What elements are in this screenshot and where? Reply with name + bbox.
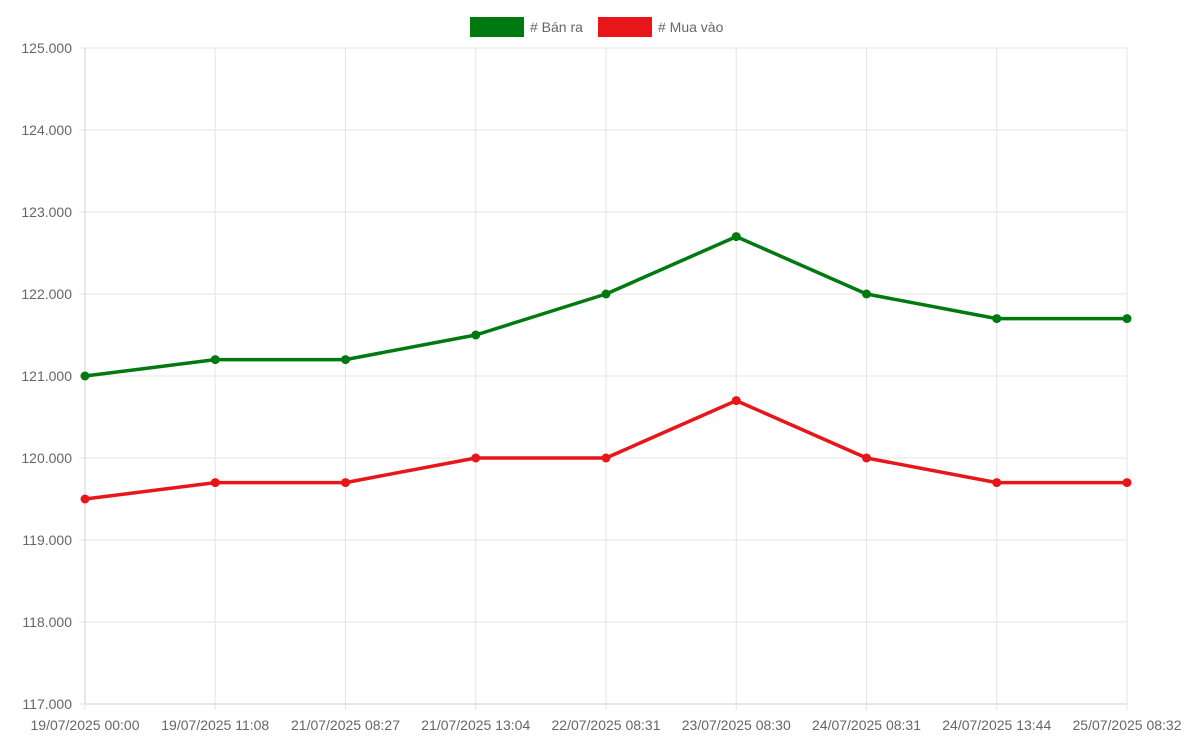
y-tick-label: 119.000 xyxy=(22,532,72,548)
data-point xyxy=(731,232,741,242)
data-point xyxy=(862,289,871,299)
data-point xyxy=(1122,478,1132,488)
y-tick-label: 124.000 xyxy=(21,122,72,138)
x-tick-label: 19/07/2025 11:08 xyxy=(161,717,269,733)
x-tick-label: 23/07/2025 08:30 xyxy=(682,717,791,733)
data-point xyxy=(80,494,90,504)
data-point xyxy=(601,453,611,463)
x-tick-label: 19/07/2025 00:00 xyxy=(31,717,140,733)
data-point xyxy=(80,371,90,381)
data-point xyxy=(1122,314,1132,324)
y-tick-label: 118.000 xyxy=(22,614,72,630)
x-tick-label: 22/07/2025 08:31 xyxy=(552,717,661,733)
data-point xyxy=(992,478,1002,488)
y-tick-label: 120.000 xyxy=(21,450,72,466)
data-point xyxy=(471,330,481,340)
data-point xyxy=(341,478,350,488)
data-point xyxy=(992,314,1002,324)
data-point xyxy=(210,355,220,365)
legend-item-mua-vao[interactable]: # Mua vào xyxy=(598,17,724,37)
data-point xyxy=(731,396,741,406)
y-tick-label: 122.000 xyxy=(21,286,72,302)
data-point xyxy=(341,355,350,365)
data-point xyxy=(471,453,481,463)
x-tick-label: 24/07/2025 13:44 xyxy=(942,717,1051,733)
legend-item-ban-ra[interactable]: # Bán ra xyxy=(470,17,583,37)
legend-label: # Bán ra xyxy=(530,19,583,35)
legend-label: # Mua vào xyxy=(658,19,724,35)
axis-layer: 125.000 124.000 123.000 122.000 121.000 120.0… xyxy=(21,40,1181,733)
x-tick-label: 21/07/2025 08:27 xyxy=(291,717,400,733)
y-tick-label: 125.000 xyxy=(21,40,72,56)
grid-layer xyxy=(79,47,1128,710)
x-tick-label: 24/07/2025 08:31 xyxy=(812,717,921,733)
y-tick-label: 123.000 xyxy=(21,204,72,220)
series-ban-ra xyxy=(80,232,1132,381)
legend[interactable]: # Bán ra # Mua vào xyxy=(470,17,724,37)
y-tick-label: 117.000 xyxy=(22,696,72,712)
series-mua-vao xyxy=(80,396,1132,504)
x-tick-label: 25/07/2025 08:32 xyxy=(1073,717,1182,733)
data-point xyxy=(210,478,220,488)
y-tick-label: 121.000 xyxy=(21,368,72,384)
data-point xyxy=(601,289,611,299)
data-point xyxy=(862,453,871,463)
legend-swatch xyxy=(470,17,524,37)
series-layer xyxy=(80,232,1132,504)
legend-swatch xyxy=(598,17,652,37)
x-tick-label: 21/07/2025 13:04 xyxy=(421,717,530,733)
